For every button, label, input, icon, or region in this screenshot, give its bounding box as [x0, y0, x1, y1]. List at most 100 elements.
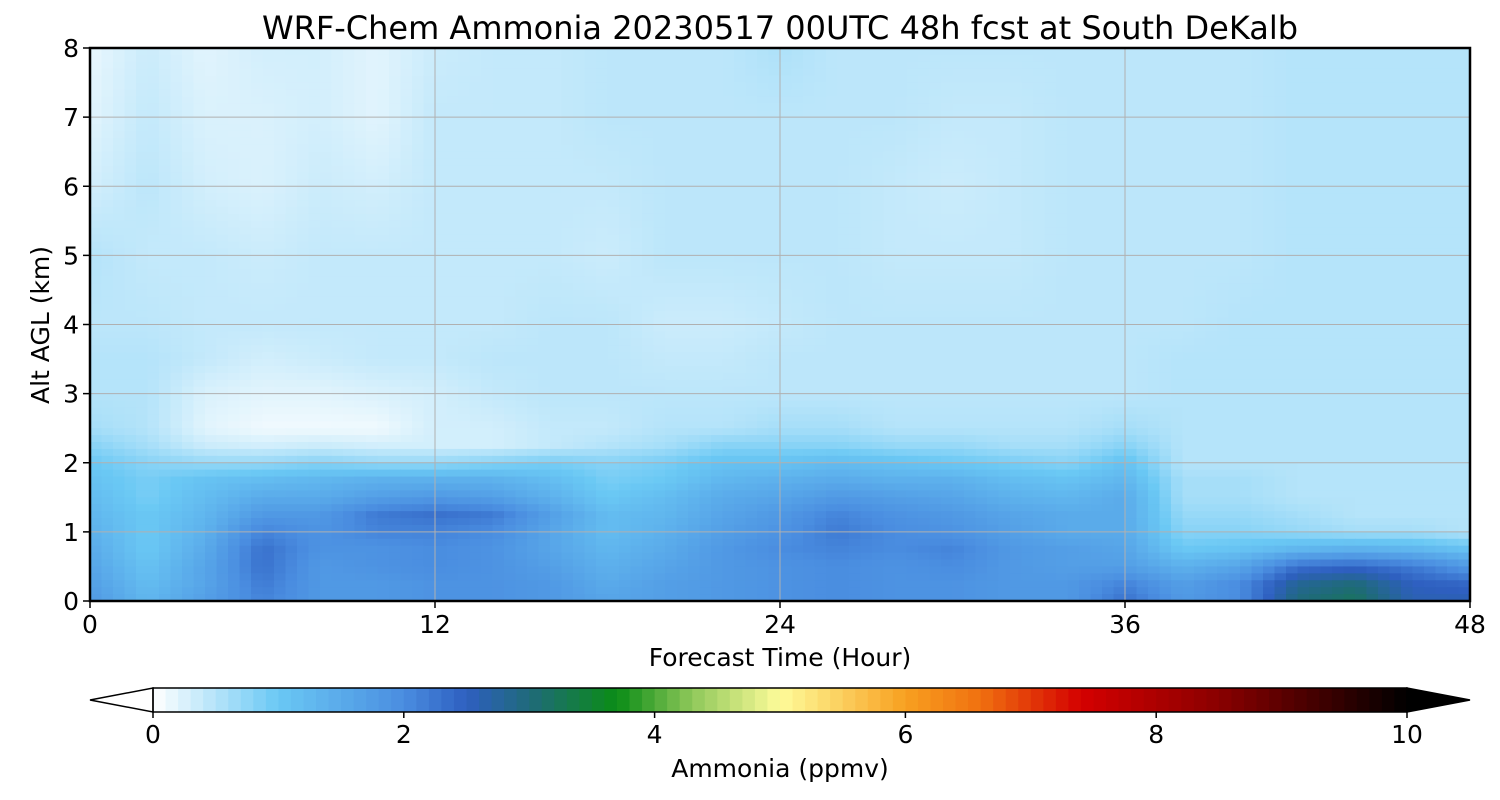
heatmap-cell: [228, 220, 241, 229]
heatmap-cell: [1401, 283, 1414, 291]
heatmap-cell: [826, 130, 839, 139]
heatmap-cell: [113, 82, 126, 91]
heatmap-cell: [182, 48, 195, 56]
heatmap-cell: [780, 172, 793, 180]
heatmap-cell: [1159, 324, 1172, 333]
heatmap-cell: [780, 283, 793, 291]
heatmap-cell: [1067, 165, 1080, 174]
heatmap-cell: [343, 172, 356, 180]
heatmap-cell: [377, 96, 390, 104]
heatmap-cell: [975, 144, 988, 153]
heatmap-cell: [297, 255, 310, 263]
heatmap-cell: [205, 283, 218, 291]
heatmap-cell: [837, 193, 850, 201]
heatmap-cell: [400, 144, 413, 153]
heatmap-cell: [262, 289, 275, 298]
heatmap-cell: [1205, 303, 1218, 312]
heatmap-cell: [906, 200, 919, 208]
heatmap-cell: [1171, 220, 1184, 229]
heatmap-cell: [1412, 48, 1425, 56]
heatmap-cell: [1435, 75, 1448, 84]
heatmap-cell: [619, 82, 632, 91]
heatmap-cell: [1079, 234, 1092, 243]
heatmap-cell: [400, 130, 413, 139]
heatmap-cell: [596, 227, 609, 236]
heatmap-cell: [745, 124, 758, 132]
heatmap-cell: [872, 61, 885, 70]
heatmap-cell: [1355, 117, 1368, 125]
heatmap-cell: [274, 227, 287, 236]
heatmap-cell: [607, 310, 620, 319]
heatmap-cell: [1412, 206, 1425, 215]
heatmap-cell: [124, 124, 137, 132]
heatmap-cell: [849, 234, 862, 243]
heatmap-cell: [780, 303, 793, 312]
heatmap-cell: [964, 262, 977, 270]
heatmap-cell: [1251, 48, 1264, 56]
heatmap-cell: [1113, 124, 1126, 132]
heatmap-cell: [1355, 234, 1368, 243]
heatmap-cell: [182, 193, 195, 201]
heatmap-cell: [975, 48, 988, 56]
heatmap-cell: [607, 103, 620, 111]
heatmap-cell: [676, 75, 689, 84]
heatmap-cell: [320, 130, 333, 139]
heatmap-cell: [90, 262, 103, 270]
heatmap-cell: [757, 269, 770, 277]
heatmap-cell: [1102, 303, 1115, 312]
heatmap-cell: [147, 130, 160, 139]
heatmap-cell: [596, 331, 609, 339]
heatmap-cell: [423, 137, 436, 146]
heatmap-cell: [1263, 172, 1276, 180]
heatmap-cell: [1366, 151, 1379, 160]
heatmap-cell: [1021, 186, 1034, 194]
heatmap-cell: [1228, 96, 1241, 104]
heatmap-cell: [584, 68, 597, 77]
heatmap-cell: [734, 269, 747, 277]
heatmap-cell: [929, 193, 942, 201]
heatmap-cell: [90, 255, 103, 263]
heatmap-cell: [941, 296, 954, 305]
heatmap-cell: [653, 296, 666, 305]
heatmap-cell: [1090, 186, 1103, 194]
heatmap-cell: [262, 193, 275, 201]
heatmap-cell: [1309, 137, 1322, 146]
heatmap-cell: [251, 158, 264, 167]
heatmap-cell: [170, 124, 183, 132]
heatmap-cell: [1378, 179, 1391, 187]
heatmap-cell: [1332, 234, 1345, 243]
heatmap-cell: [1159, 200, 1172, 208]
heatmap-cell: [1182, 151, 1195, 160]
heatmap-cell: [170, 193, 183, 201]
heatmap-cell: [550, 158, 563, 167]
heatmap-cell: [251, 331, 264, 339]
heatmap-cell: [1366, 193, 1379, 201]
heatmap-cell: [550, 137, 563, 146]
heatmap-cell: [814, 179, 827, 187]
heatmap-cell: [1125, 220, 1138, 229]
heatmap-cell: [1332, 303, 1345, 312]
heatmap-cell: [515, 220, 528, 229]
heatmap-cell: [1424, 158, 1437, 167]
heatmap-cell: [814, 283, 827, 291]
heatmap-cell: [1194, 220, 1207, 229]
heatmap-cell: [446, 241, 459, 250]
heatmap-cell: [423, 296, 436, 305]
heatmap-cell: [136, 255, 149, 263]
heatmap-cell: [1125, 165, 1138, 174]
heatmap-cell: [90, 213, 103, 222]
heatmap-cell: [147, 82, 160, 91]
heatmap-cell: [1148, 255, 1161, 263]
heatmap-cell: [584, 234, 597, 243]
heatmap-cell: [676, 165, 689, 174]
heatmap-cell: [607, 54, 620, 63]
heatmap-cell: [216, 200, 229, 208]
heatmap-cell: [918, 82, 931, 91]
heatmap-cell: [1389, 103, 1402, 111]
heatmap-cell: [1424, 124, 1437, 132]
heatmap-cell: [584, 103, 597, 111]
heatmap-cell: [1021, 110, 1034, 118]
heatmap-cell: [849, 241, 862, 250]
heatmap-cell: [1171, 48, 1184, 56]
heatmap-cell: [573, 117, 586, 125]
